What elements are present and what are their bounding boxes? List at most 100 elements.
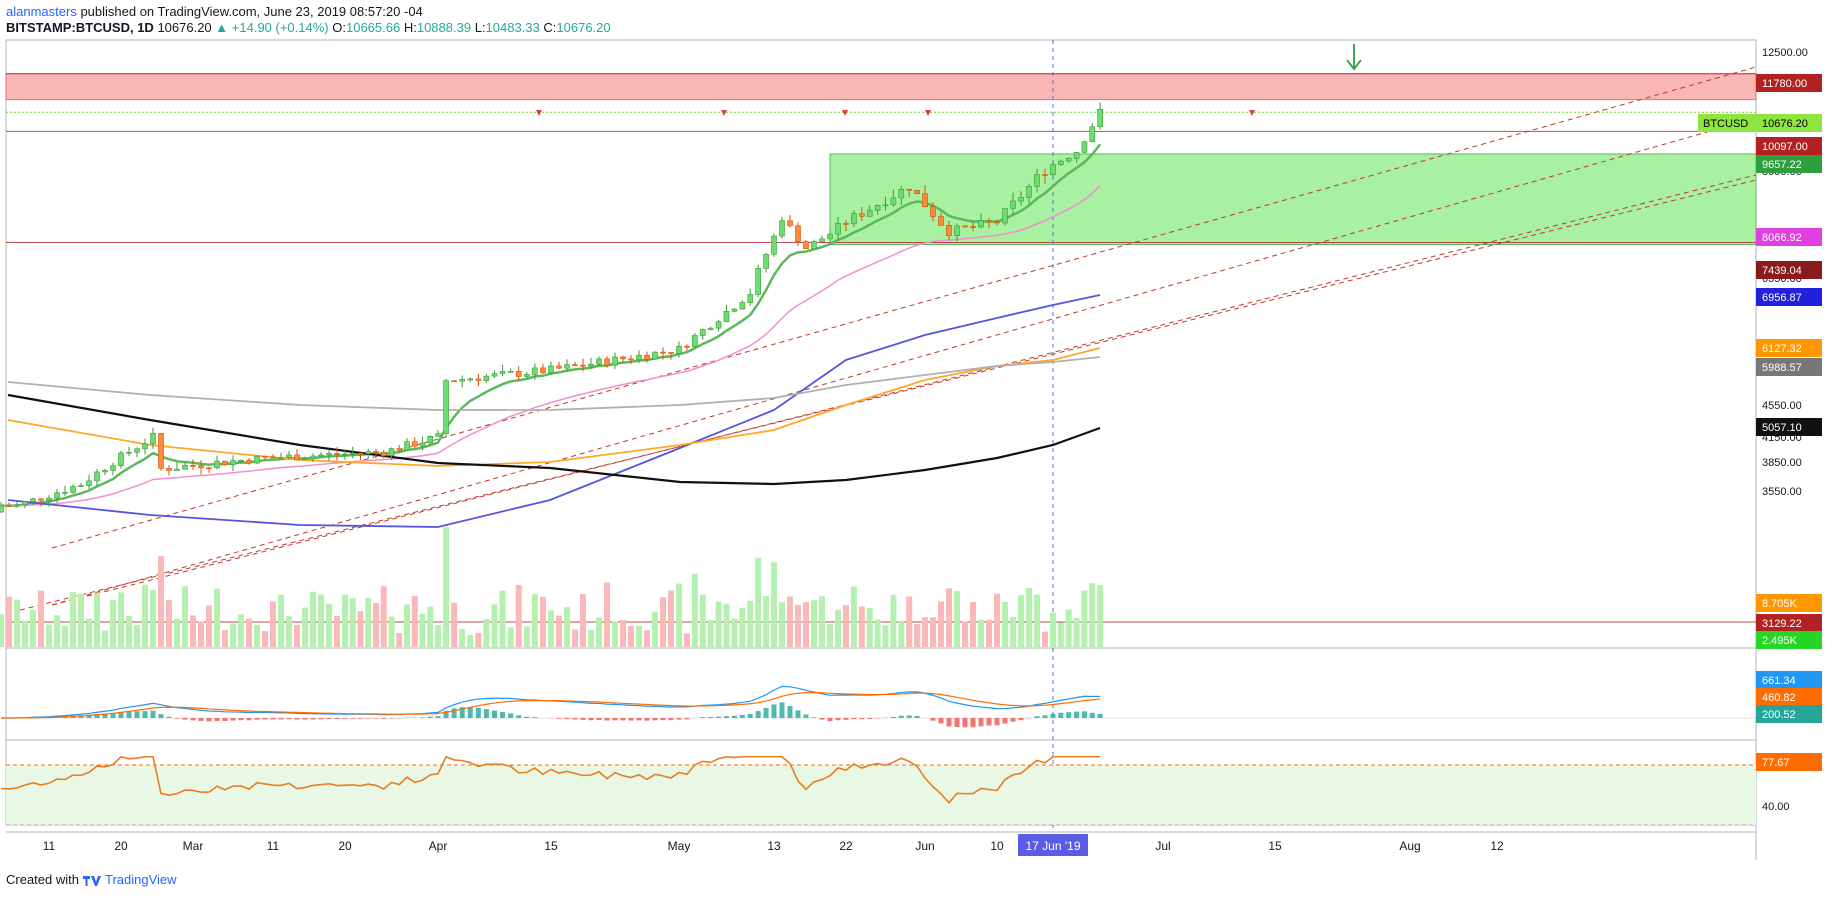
volume-bar	[1002, 601, 1008, 647]
volume-bar	[54, 615, 60, 647]
macd-histogram-bar	[443, 710, 449, 718]
price-tag: 77.67	[1762, 757, 1790, 769]
volume-bar	[467, 634, 474, 647]
volume-bar	[874, 619, 881, 647]
volume-bar	[970, 601, 976, 647]
macd-histogram-bar	[827, 718, 833, 722]
candle-body	[30, 498, 36, 502]
candle-body	[419, 442, 426, 447]
candle-body	[1010, 200, 1016, 209]
macd-histogram-bar	[110, 713, 116, 718]
rsi-line	[0, 755, 1101, 805]
candle-body	[922, 193, 928, 208]
candle-body	[795, 225, 801, 242]
macd-histogram-bar	[524, 716, 530, 718]
tradingview-link[interactable]: TradingView	[104, 872, 177, 887]
macd-histogram-bar	[859, 718, 865, 720]
time-axis-label: Apr	[429, 839, 448, 853]
volume-bar	[373, 602, 379, 647]
sell-marker-icon	[925, 110, 931, 116]
macd-histogram-bar	[660, 718, 666, 721]
macd-histogram-bar	[427, 716, 433, 718]
price-tag-bg	[1756, 137, 1822, 155]
volume-bar	[318, 594, 324, 647]
price-tag-bg	[1756, 705, 1822, 723]
candle-body	[954, 225, 960, 236]
macd-histogram-bar	[938, 718, 944, 724]
low-value: 10483.33	[485, 20, 540, 35]
volume-bar	[612, 621, 618, 647]
candle-body	[238, 459, 244, 462]
candle-body	[755, 268, 761, 295]
candle-body	[556, 365, 562, 369]
volume-bar	[166, 600, 172, 647]
macd-histogram-bar	[1010, 718, 1016, 722]
macd-histogram-bar	[467, 706, 473, 718]
author-link[interactable]: alanmasters	[6, 4, 77, 19]
candle-body	[835, 223, 841, 235]
candle-body	[962, 225, 968, 228]
candle-body	[94, 471, 100, 482]
volume-bar	[182, 586, 188, 647]
macd-histogram-bar	[373, 718, 379, 719]
candle-body	[318, 454, 324, 457]
volume-bar	[588, 629, 594, 647]
macd-histogram-bar	[1002, 718, 1008, 724]
price-tags: 11780.00 BTCUSD 10676.20 10097.00 9657.22 806…	[1698, 74, 1822, 771]
macd-histogram-bar	[222, 718, 228, 721]
candle-body	[604, 358, 610, 366]
candle-body	[930, 206, 936, 217]
macd-histogram-bar	[668, 718, 674, 721]
candle-body	[334, 453, 340, 455]
candle-body	[190, 465, 196, 467]
candle-body	[676, 345, 682, 354]
volume-bar	[459, 628, 466, 647]
macd-histogram-bar	[652, 718, 658, 721]
sell-marker-icon	[842, 110, 848, 116]
candle-body	[1081, 141, 1088, 153]
volume-bar	[898, 620, 905, 647]
macd-histogram-bar	[182, 718, 188, 720]
price-tag: 11780.00	[1762, 78, 1807, 90]
candle-body	[206, 467, 212, 470]
candle-body	[286, 454, 292, 458]
candlesticks	[0, 102, 1103, 513]
volume-bar	[334, 615, 340, 647]
price-tag: 3129.22	[1762, 618, 1802, 630]
volume-bar	[866, 607, 873, 647]
candle-body	[499, 371, 506, 374]
macd-histogram-bar	[676, 718, 682, 720]
volume-bar	[882, 625, 889, 647]
annotations	[536, 44, 1362, 116]
volume-bar	[707, 620, 714, 647]
candle-body	[819, 238, 825, 242]
macd-histogram-bar	[500, 711, 506, 718]
volume-bar	[668, 590, 674, 647]
macd-histogram-bar	[492, 710, 497, 718]
time-axis-label: Jun	[915, 839, 934, 853]
macd-histogram-bar	[795, 710, 801, 718]
price-tag: 9657.22	[1762, 159, 1802, 171]
candle-body	[946, 225, 952, 236]
volume-bar	[827, 624, 833, 647]
candle-body	[620, 356, 626, 360]
macd-histogram-bar	[334, 718, 340, 719]
time-axis-label: 15	[1268, 839, 1282, 853]
channel-line	[51, 66, 1757, 549]
volume-bar	[62, 625, 68, 647]
high-label: H:	[403, 20, 417, 35]
candle-body	[636, 354, 642, 360]
candle-body	[1050, 164, 1056, 176]
candle-body	[198, 465, 204, 469]
candle-body	[938, 216, 944, 226]
volume-bar	[0, 614, 4, 647]
macd-histogram-bar	[198, 718, 204, 721]
volume-bar	[150, 590, 156, 647]
macd-histogram-bar	[580, 718, 586, 720]
candle-body	[435, 433, 441, 437]
channel-line	[51, 174, 1757, 606]
price-tag: 10097.00	[1762, 141, 1808, 153]
time-axis-label: 12	[1490, 839, 1504, 853]
volume-bar	[763, 595, 770, 647]
